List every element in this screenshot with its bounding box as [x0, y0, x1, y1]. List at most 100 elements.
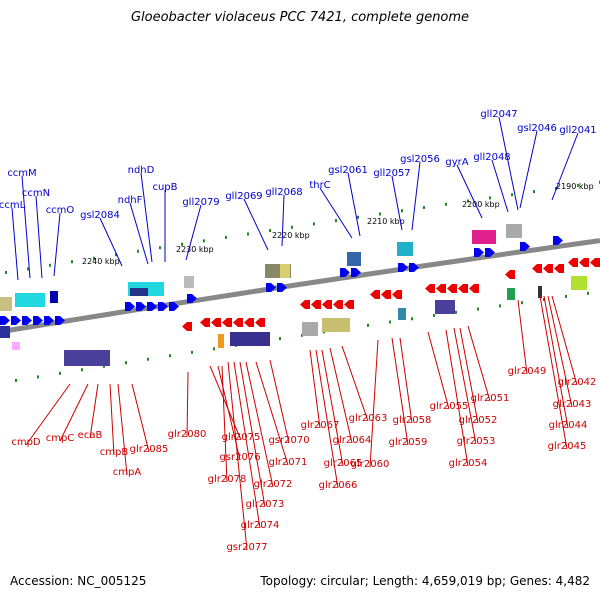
- scale-tick-upper: [27, 267, 29, 271]
- gene-label-glr2060: glr2060: [351, 459, 390, 470]
- scale-tick-upper: [5, 270, 7, 274]
- forward-gene-arrow: [474, 248, 484, 257]
- forward-gene-arrow: [147, 302, 157, 311]
- scale-label: 2210 kbp: [367, 217, 405, 226]
- scale-tick-upper: [115, 253, 117, 257]
- reverse-gene-arrow: [532, 264, 542, 273]
- feature-box: [472, 230, 496, 244]
- scale-tick-lower: [59, 371, 61, 375]
- scale-tick-upper: [291, 225, 293, 229]
- gene-label-glr2054-leader: [445, 329, 469, 467]
- gene-label-ndhF-leader: [129, 202, 149, 265]
- scale-tick-upper: [269, 229, 271, 233]
- scale-tick-upper: [577, 183, 579, 187]
- gene-label-glr2055-leader: [427, 331, 450, 410]
- gene-label-glr2080-leader: [186, 371, 189, 438]
- gene-label-gsl2084-leader: [99, 217, 123, 267]
- gene-label-glr2043-leader: [547, 295, 573, 408]
- topology-summary: Topology: circular; Length: 4,659,019 bp…: [260, 574, 590, 588]
- scale-tick-upper: [247, 232, 249, 236]
- gene-label-gsr2070-leader: [269, 359, 290, 444]
- reverse-gene-arrow: [311, 300, 321, 309]
- gene-label-glr2065: glr2065: [324, 458, 363, 469]
- gene-label-glr2053: glr2053: [457, 436, 496, 447]
- forward-gene-arrow: [409, 263, 419, 272]
- scale-tick-lower: [543, 298, 545, 302]
- scale-tick-upper: [511, 193, 513, 197]
- scale-tick-lower: [15, 378, 17, 382]
- scale-tick-upper: [489, 196, 491, 200]
- gene-label-glr2045-leader: [539, 295, 568, 450]
- gene-label-gsl2056-leader: [411, 161, 421, 231]
- gene-label-cmpB-leader: [109, 383, 115, 456]
- gene-label-gyrA: gyrA: [445, 157, 468, 168]
- gene-label-gsl2056: gsl2056: [400, 154, 440, 165]
- gene-label-glr2054: glr2054: [449, 458, 488, 469]
- gene-label-gsl2061-leader: [347, 172, 361, 237]
- gene-label-gsr2076: gsr2076: [219, 452, 260, 463]
- gene-label-glr2072-leader: [245, 361, 274, 488]
- gene-label-gll2069: gll2069: [225, 191, 262, 202]
- gene-label-ccmL: ccmL: [0, 200, 26, 211]
- gene-label-glr2063: glr2063: [349, 413, 388, 424]
- reverse-gene-arrow: [469, 284, 479, 293]
- gene-label-glr2060-leader: [369, 339, 379, 468]
- forward-gene-arrow: [277, 283, 287, 292]
- gene-label-glr2045: glr2045: [548, 441, 587, 452]
- feature-box: [398, 308, 406, 320]
- gene-label-ccmO-leader: [53, 212, 61, 277]
- gene-label-gll2057-leader: [391, 175, 403, 231]
- gene-label-gll2048-leader: [491, 159, 509, 213]
- gene-label-gsr2077: gsr2077: [226, 542, 267, 553]
- scale-tick-lower: [147, 357, 149, 361]
- gene-label-gll2068-leader: [281, 194, 285, 247]
- gene-label-gsl2061: gsl2061: [328, 165, 368, 176]
- gene-label-gll2047: gll2047: [480, 109, 517, 120]
- reverse-gene-arrow: [425, 284, 435, 293]
- scale-label: 2190 kbp: [556, 182, 594, 191]
- feature-box: [507, 288, 515, 300]
- gene-label-glr2064-leader: [329, 347, 353, 444]
- scale-tick-lower: [521, 301, 523, 305]
- gene-label-glr2080: glr2080: [168, 429, 207, 440]
- forward-gene-arrow: [136, 302, 146, 311]
- scale-tick-lower: [411, 317, 413, 321]
- scale-tick-upper: [401, 209, 403, 213]
- scale-tick-lower: [587, 291, 589, 295]
- forward-gene-arrow: [169, 302, 179, 311]
- reverse-gene-arrow: [458, 284, 468, 293]
- gene-label-gll2041-leader: [551, 132, 579, 201]
- feature-box: [218, 334, 224, 348]
- gene-label-cmpA: cmpA: [113, 467, 142, 478]
- gene-label-gsl2046-leader: [519, 130, 538, 209]
- gene-label-glr2085-leader: [131, 383, 150, 453]
- gene-label-glr2059: glr2059: [389, 437, 428, 448]
- gene-label-glr2075-leader: [209, 365, 242, 441]
- gene-label-glr2055: glr2055: [430, 401, 469, 412]
- feature-box: [347, 252, 361, 266]
- gene-label-ndhF: ndhF: [118, 195, 143, 206]
- scale-tick-lower: [477, 307, 479, 311]
- gene-label-glr2049-leader: [517, 299, 528, 375]
- scale-tick-upper: [445, 202, 447, 206]
- scale-tick-lower: [565, 294, 567, 298]
- forward-gene-arrow: [485, 248, 495, 257]
- scale-tick-lower: [433, 314, 435, 318]
- reverse-gene-arrow: [447, 284, 457, 293]
- feature-box: [506, 224, 522, 238]
- gene-label-ccmN: ccmN: [22, 188, 50, 199]
- forward-gene-arrow: [398, 263, 408, 272]
- scale-label: 2240 kbp: [82, 257, 120, 266]
- gene-label-glr2075: glr2075: [222, 432, 261, 443]
- gene-label-cmpD: cmpD: [11, 437, 41, 448]
- scale-tick-upper: [313, 222, 315, 226]
- reverse-gene-arrow: [392, 290, 402, 299]
- gene-label-gll2068: gll2068: [265, 187, 302, 198]
- gene-label-glr2059-leader: [391, 337, 409, 446]
- reverse-gene-arrow: [200, 318, 210, 327]
- feature-box: [64, 350, 110, 366]
- reverse-gene-arrow: [505, 270, 515, 279]
- forward-gene-arrow: [33, 316, 43, 325]
- reverse-gene-arrow: [543, 264, 553, 273]
- scale-tick-upper: [137, 249, 139, 253]
